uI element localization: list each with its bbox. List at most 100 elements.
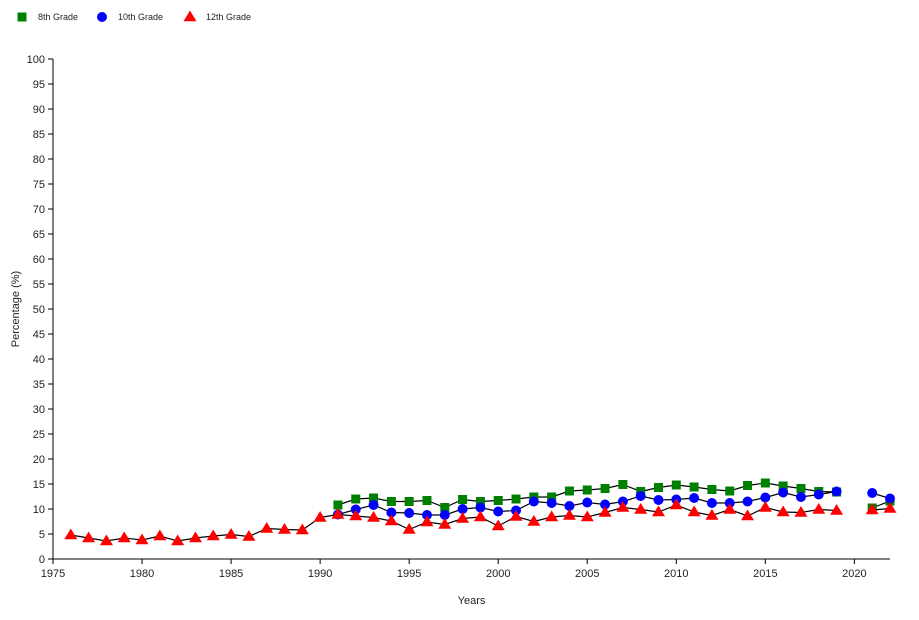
data-point-10th-grade xyxy=(457,504,468,514)
y-axis-title: Percentage (%) xyxy=(10,271,22,347)
data-point-10th-grade xyxy=(386,507,397,518)
data-point-8th-grade xyxy=(760,478,770,488)
data-point-12th-grade xyxy=(384,514,398,526)
y-tick-label: 45 xyxy=(33,329,45,341)
data-point-10th-grade xyxy=(653,495,664,505)
y-tick-label: 35 xyxy=(33,379,45,391)
data-point-12th-grade xyxy=(545,510,559,522)
data-point-10th-grade xyxy=(600,499,611,510)
data-point-12th-grade xyxy=(758,501,772,512)
data-point-12th-grade xyxy=(224,528,238,539)
legend-swatch-10th-grade xyxy=(97,12,107,22)
data-point-12th-grade xyxy=(741,509,755,521)
data-point-10th-grade xyxy=(778,487,789,498)
plot-area xyxy=(64,478,897,546)
data-point-12th-grade xyxy=(865,503,879,515)
y-tick-label: 65 xyxy=(33,229,45,241)
y-tick-label: 20 xyxy=(33,454,45,466)
axes: 1975 1980 1985 1990 1995 2000 2005 2010 2015 2020… xyxy=(10,54,890,607)
data-point-12th-grade xyxy=(883,502,897,513)
data-point-12th-grade xyxy=(367,511,381,522)
data-point-8th-grade xyxy=(653,483,663,492)
data-point-12th-grade xyxy=(491,519,505,531)
data-point-8th-grade xyxy=(386,497,396,506)
data-point-12th-grade xyxy=(456,512,470,523)
data-point-12th-grade xyxy=(651,505,665,517)
data-point-12th-grade xyxy=(82,531,96,543)
legend-item-12th-grade: 12th Grade xyxy=(183,10,251,22)
data-point-8th-grade xyxy=(404,497,414,506)
legend-item-10th-grade: 10th Grade xyxy=(97,12,163,22)
legend-label-12th-grade: 12th Grade xyxy=(206,12,251,22)
legend: 8th Grade 10th Grade 12th Grade xyxy=(17,10,251,22)
data-point-10th-grade xyxy=(795,492,806,502)
data-point-8th-grade xyxy=(796,484,806,493)
data-point-12th-grade xyxy=(171,534,185,546)
data-point-12th-grade xyxy=(669,498,683,510)
x-tick-label: 2000 xyxy=(486,568,510,580)
data-point-8th-grade xyxy=(778,481,788,491)
x-ticks: 1975 1980 1985 1990 1995 2000 2005 2010 2015 2020 xyxy=(41,559,867,580)
series-line-12th-grade xyxy=(70,504,837,542)
data-point-12th-grade xyxy=(117,531,131,543)
data-point-12th-grade xyxy=(562,509,576,520)
data-point-10th-grade xyxy=(582,497,593,508)
data-point-8th-grade xyxy=(511,494,521,504)
data-point-12th-grade xyxy=(616,501,630,512)
data-point-8th-grade xyxy=(351,494,361,504)
y-ticks: 0 5 10 15 20 25 30 35 40 45 50 55 60 65 70 75 80 85 90 95 10… xyxy=(27,54,53,566)
data-point-12th-grade xyxy=(580,510,594,522)
data-point-8th-grade xyxy=(618,480,628,489)
data-point-10th-grade xyxy=(831,486,842,497)
series-12th-grade xyxy=(64,498,897,546)
x-axis-title: Years xyxy=(458,595,486,607)
data-point-8th-grade xyxy=(547,492,557,502)
data-point-10th-grade xyxy=(813,489,824,500)
data-point-8th-grade xyxy=(743,481,753,490)
data-point-10th-grade xyxy=(635,491,646,501)
data-point-10th-grade xyxy=(368,500,379,510)
data-point-8th-grade xyxy=(458,495,468,504)
x-tick-label: 2020 xyxy=(842,568,866,580)
y-tick-label: 30 xyxy=(33,404,45,416)
data-point-10th-grade xyxy=(689,493,700,503)
data-point-10th-grade xyxy=(475,502,486,513)
data-point-8th-grade xyxy=(422,496,432,505)
y-tick-label: 10 xyxy=(33,504,45,516)
y-tick-label: 85 xyxy=(33,129,45,141)
x-tick-label: 2005 xyxy=(575,568,599,580)
y-tick-label: 15 xyxy=(33,479,45,491)
data-point-10th-grade xyxy=(546,498,557,508)
data-point-12th-grade xyxy=(723,503,737,514)
legend-swatch-8th-grade xyxy=(17,12,27,22)
legend-label-8th-grade: 8th Grade xyxy=(38,12,78,22)
x-tick-label: 1995 xyxy=(397,568,421,580)
data-point-10th-grade xyxy=(493,506,504,517)
data-point-8th-grade xyxy=(440,503,450,512)
y-tick-label: 50 xyxy=(33,304,45,316)
y-tick-label: 0 xyxy=(39,554,45,566)
data-point-12th-grade xyxy=(509,510,523,521)
data-point-12th-grade xyxy=(64,528,78,540)
legend-item-8th-grade: 8th Grade xyxy=(17,12,78,22)
data-point-10th-grade xyxy=(706,498,717,508)
y-tick-label: 70 xyxy=(33,204,45,216)
data-point-12th-grade xyxy=(705,509,719,520)
data-point-8th-grade xyxy=(600,484,610,493)
x-tick-label: 1985 xyxy=(219,568,243,580)
data-point-12th-grade xyxy=(527,515,541,526)
data-point-8th-grade xyxy=(493,496,503,505)
data-point-12th-grade xyxy=(242,530,256,541)
data-point-12th-grade xyxy=(776,505,790,517)
x-tick-label: 1990 xyxy=(308,568,332,580)
legend-swatch-12th-grade xyxy=(183,10,197,22)
y-tick-label: 100 xyxy=(27,54,45,66)
data-point-12th-grade xyxy=(295,523,309,535)
data-point-12th-grade xyxy=(438,518,452,529)
data-point-8th-grade xyxy=(475,497,485,506)
data-point-10th-grade xyxy=(742,496,753,507)
data-point-12th-grade xyxy=(830,504,844,515)
data-point-12th-grade xyxy=(598,506,612,517)
data-point-12th-grade xyxy=(634,503,648,514)
